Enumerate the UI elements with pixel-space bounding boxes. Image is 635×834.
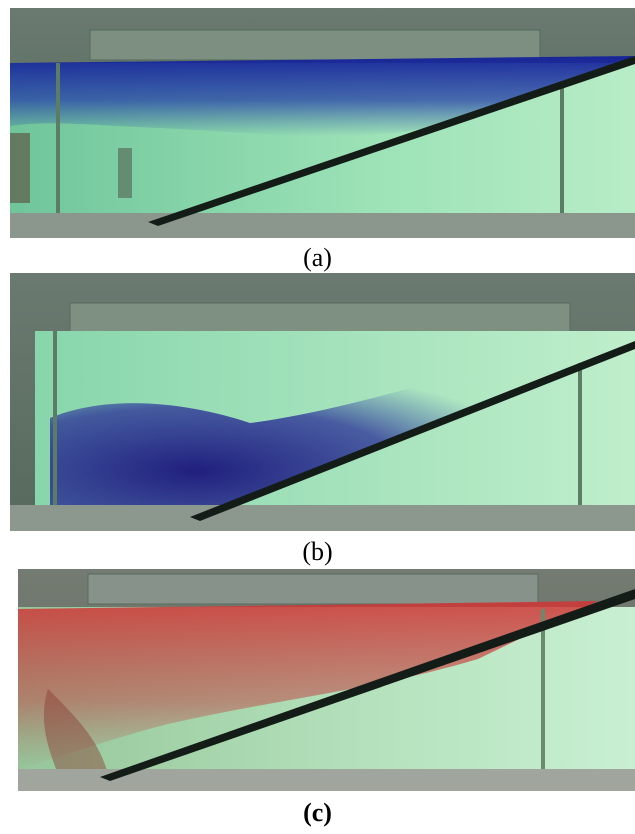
caption-c: (c) xyxy=(303,798,332,827)
photo-panel-c xyxy=(18,569,635,791)
tank-photo-c xyxy=(18,569,635,791)
caption-a: (a) xyxy=(303,243,332,272)
tank-photo-b xyxy=(10,273,635,531)
photo-panel-b xyxy=(10,273,635,531)
tank-photo-a xyxy=(10,8,635,238)
caption-b: (b) xyxy=(302,537,333,566)
photo-panel-a xyxy=(10,8,635,238)
